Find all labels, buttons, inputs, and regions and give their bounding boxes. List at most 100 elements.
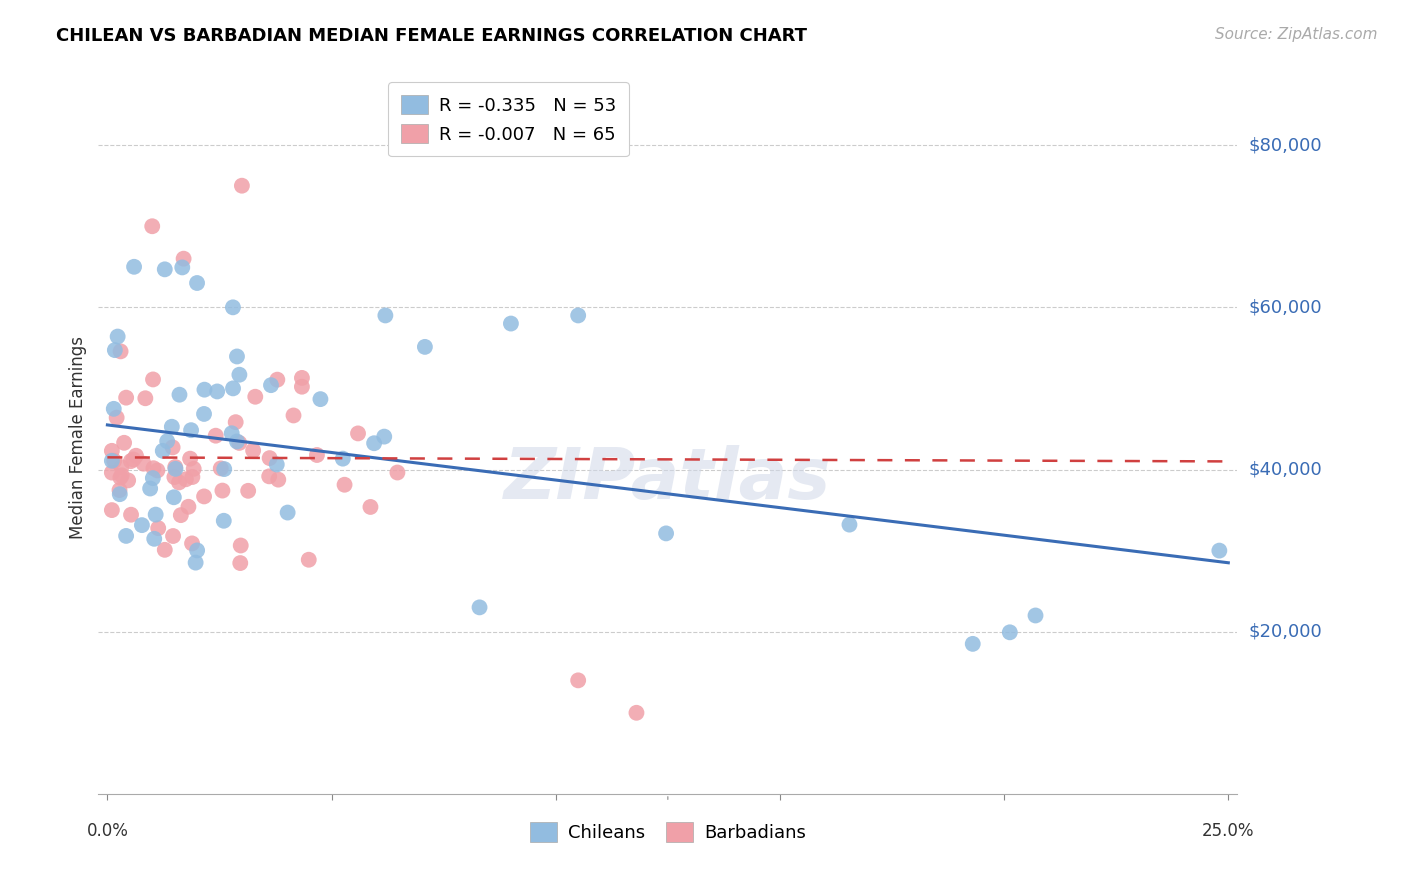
Point: [291, 371, 314, 385]
Point: [165, 462, 187, 476]
Point: [998, 625, 1021, 640]
Point: [180, 423, 202, 437]
Point: [101, 503, 124, 517]
Point: [181, 536, 204, 550]
Text: $60,000: $60,000: [1249, 298, 1322, 317]
Point: [298, 553, 321, 567]
Point: [193, 407, 215, 421]
Legend: Chileans, Barbadians: Chileans, Barbadians: [523, 814, 813, 849]
Text: $40,000: $40,000: [1249, 460, 1322, 478]
Point: [184, 556, 207, 570]
Point: [226, 434, 249, 449]
Point: [229, 539, 252, 553]
Point: [141, 219, 163, 234]
Point: [231, 178, 253, 193]
Point: [413, 340, 436, 354]
Point: [163, 490, 186, 504]
Point: [112, 435, 135, 450]
Text: 25.0%: 25.0%: [1202, 822, 1254, 839]
Text: CHILEAN VS BARBADIAN MEDIAN FEMALE EARNINGS CORRELATION CHART: CHILEAN VS BARBADIAN MEDIAN FEMALE EARNI…: [56, 27, 807, 45]
Point: [115, 391, 138, 405]
Point: [110, 470, 132, 484]
Point: [132, 457, 155, 471]
Point: [163, 470, 186, 484]
Point: [110, 344, 132, 359]
Point: [212, 462, 235, 476]
Point: [229, 556, 252, 570]
Point: [111, 468, 134, 483]
Point: [134, 391, 156, 405]
Point: [283, 409, 305, 423]
Point: [259, 451, 281, 466]
Point: [162, 441, 184, 455]
Point: [212, 514, 235, 528]
Point: [363, 436, 385, 450]
Point: [359, 500, 381, 514]
Point: [181, 470, 204, 484]
Point: [165, 460, 187, 475]
Point: [193, 383, 215, 397]
Point: [143, 532, 166, 546]
Point: [257, 469, 280, 483]
Point: [139, 482, 162, 496]
Point: [148, 521, 170, 535]
Point: [333, 477, 356, 491]
Point: [211, 483, 233, 498]
Y-axis label: Median Female Earnings: Median Female Earnings: [69, 335, 87, 539]
Text: ZIPatlas: ZIPatlas: [505, 445, 831, 515]
Point: [626, 706, 648, 720]
Point: [1208, 543, 1230, 558]
Point: [221, 426, 243, 441]
Point: [169, 387, 191, 401]
Point: [567, 309, 589, 323]
Point: [245, 390, 267, 404]
Point: [260, 378, 283, 392]
Point: [222, 301, 245, 315]
Point: [172, 260, 194, 275]
Point: [222, 381, 245, 395]
Point: [101, 443, 124, 458]
Text: 0.0%: 0.0%: [86, 822, 128, 839]
Point: [117, 474, 139, 488]
Point: [115, 529, 138, 543]
Point: [107, 329, 129, 343]
Point: [103, 454, 125, 468]
Point: [103, 401, 125, 416]
Point: [266, 458, 288, 472]
Text: Source: ZipAtlas.com: Source: ZipAtlas.com: [1215, 27, 1378, 42]
Point: [228, 368, 250, 382]
Point: [142, 372, 165, 386]
Point: [209, 461, 232, 475]
Point: [499, 317, 522, 331]
Point: [101, 466, 124, 480]
Point: [104, 343, 127, 357]
Point: [205, 384, 228, 399]
Point: [962, 637, 984, 651]
Point: [238, 483, 260, 498]
Point: [101, 454, 124, 468]
Point: [142, 471, 165, 485]
Point: [120, 454, 142, 468]
Point: [277, 506, 299, 520]
Point: [186, 276, 208, 290]
Point: [162, 529, 184, 543]
Text: $80,000: $80,000: [1249, 136, 1322, 154]
Point: [179, 451, 201, 466]
Point: [153, 542, 176, 557]
Point: [183, 462, 205, 476]
Point: [145, 508, 167, 522]
Point: [174, 472, 197, 486]
Point: [468, 600, 491, 615]
Point: [567, 673, 589, 688]
Point: [332, 451, 354, 466]
Point: [122, 452, 145, 467]
Point: [228, 436, 250, 450]
Point: [374, 309, 396, 323]
Text: $20,000: $20,000: [1249, 623, 1322, 640]
Point: [170, 508, 193, 523]
Point: [291, 380, 314, 394]
Point: [226, 350, 249, 364]
Point: [242, 443, 264, 458]
Point: [266, 373, 288, 387]
Point: [305, 448, 328, 462]
